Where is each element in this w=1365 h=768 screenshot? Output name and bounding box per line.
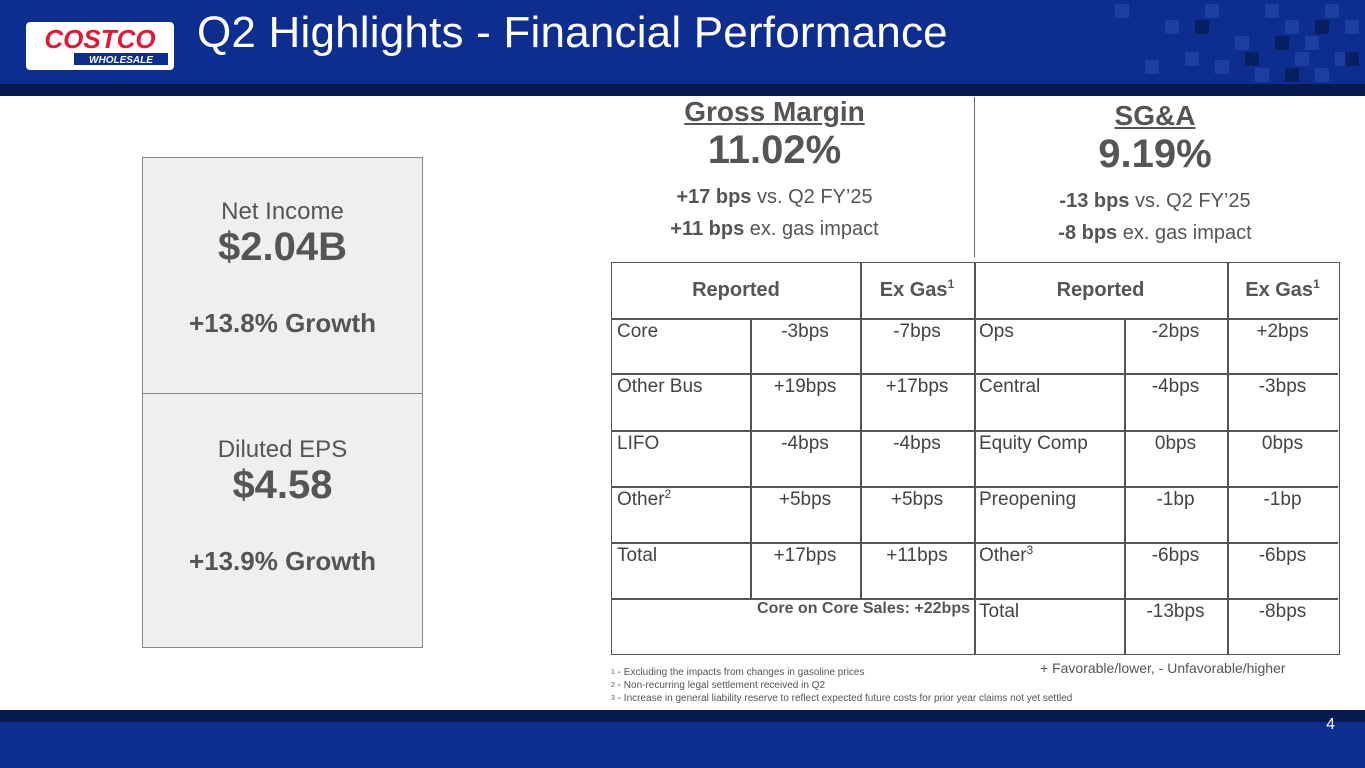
gm-row-label: Core: [617, 321, 659, 342]
sga-row-exgas: -3bps: [1258, 376, 1307, 397]
gm-row-label: LIFO: [617, 433, 660, 454]
net-income-growth: +13.8% Growth: [188, 308, 377, 338]
gm-row-exgas: +11bps: [886, 545, 948, 566]
sga-row-exgas: -1bp: [1263, 489, 1302, 510]
footnote-3: 3 - Increase in general liability reserv…: [611, 693, 1073, 704]
sga-row-label: Other3: [979, 543, 1034, 566]
sga-value: 9.19%: [1098, 132, 1212, 176]
gross-margin-header: Gross Margin 11.02% +17 bps vs. Q2 FY’25…: [612, 96, 937, 245]
page-title: Q2 Highlights - Financial Performance: [197, 8, 948, 57]
core-on-core-note: Core on Core Sales: +22bps: [757, 600, 970, 617]
gm-row-reported: +5bps: [778, 489, 832, 510]
sga-line2: -8 bps ex. gas impact: [1058, 222, 1252, 244]
eps-growth: +13.9% Growth: [188, 546, 377, 576]
footer-band: [0, 722, 1365, 768]
sga-row-label: Preopening: [979, 489, 1077, 510]
sga-row-label: Equity Comp: [979, 433, 1088, 454]
gm-row-label: Other2: [617, 487, 672, 510]
gm-row-exgas: +17bps: [885, 376, 949, 397]
sga-row-reported: -4bps: [1151, 376, 1200, 397]
favorability-legend: + Favorable/lower, - Unfavorable/higher: [1040, 660, 1286, 676]
eps-label: Diluted EPS: [217, 436, 348, 463]
gm-row-exgas: +5bps: [890, 489, 944, 510]
sga-heading: SG&A: [1114, 100, 1196, 131]
sga-line1: -13 bps vs. Q2 FY’25: [1059, 190, 1251, 212]
gross-margin-line1: +17 bps vs. Q2 FY’25: [676, 186, 873, 208]
net-income-value: $2.04B: [218, 225, 347, 269]
sga-reported-header: Reported: [1056, 279, 1145, 301]
eps-panel: Diluted EPS $4.58 +13.9% Growth: [142, 393, 423, 648]
logo-wordmark: COSTCO: [44, 24, 155, 54]
sga-exgas-header: Ex Gas1: [1245, 277, 1320, 301]
gm-row-exgas: -7bps: [893, 321, 941, 342]
gm-reported-header: Reported: [692, 279, 780, 301]
bps-table: Reported Ex Gas1 Reported Ex Gas1 Core -3…: [611, 262, 1340, 655]
footnotes: 1 - Excluding the impacts from changes i…: [611, 666, 1072, 705]
sga-row-label: Central: [979, 376, 1041, 397]
gm-row-reported: -3bps: [781, 321, 829, 342]
gross-margin-line2: +11 bps ex. gas impact: [670, 218, 879, 240]
column-divider: [974, 97, 975, 257]
header-strip: [0, 84, 1365, 96]
costco-logo: COSTCO WHOLESALE: [26, 22, 174, 70]
eps-value: $4.58: [232, 463, 333, 507]
gm-row-label: Other Bus: [617, 376, 703, 397]
sga-row-exgas: -8bps: [1258, 601, 1307, 622]
gross-margin-value: 11.02%: [707, 128, 842, 172]
net-income-label: Net Income: [221, 198, 344, 225]
logo-subtext: WHOLESALE: [89, 55, 153, 66]
sga-row-reported: -6bps: [1151, 545, 1200, 566]
gm-row-reported: +17bps: [773, 545, 837, 566]
gm-exgas-header: Ex Gas1: [879, 277, 955, 301]
header-band: COSTCO WHOLESALE Q2 Highlights - Financi…: [0, 0, 1365, 84]
gm-row-exgas: -4bps: [893, 433, 941, 454]
net-income-panel: Net Income $2.04B +13.8% Growth: [142, 157, 423, 394]
gm-row-label: Total: [617, 545, 658, 566]
gm-row-reported: -4bps: [781, 433, 829, 454]
sga-row-reported: -2bps: [1151, 321, 1200, 342]
page-number: 4: [1326, 716, 1335, 733]
sga-row-label: Ops: [979, 321, 1014, 342]
footnote-1: 1 - Excluding the impacts from changes i…: [611, 667, 865, 678]
footer-strip: [0, 710, 1365, 722]
sga-row-exgas: +2bps: [1256, 321, 1309, 342]
sga-row-label: Total: [979, 601, 1020, 622]
sga-row-reported: -1bp: [1156, 489, 1195, 510]
checker-pattern: [1115, 4, 1359, 82]
sga-row-reported: -13bps: [1146, 601, 1205, 622]
sga-row-exgas: -6bps: [1258, 545, 1307, 566]
footnote-2: 2 - Non-recurring legal settlement recei…: [611, 680, 825, 691]
sga-row-reported: 0bps: [1154, 433, 1197, 454]
gm-row-reported: +19bps: [773, 376, 837, 397]
sga-row-exgas: 0bps: [1261, 433, 1304, 454]
sga-header: SG&A 9.19% -13 bps vs. Q2 FY’25 -8 bps e…: [975, 100, 1335, 249]
gross-margin-heading: Gross Margin: [684, 96, 865, 127]
